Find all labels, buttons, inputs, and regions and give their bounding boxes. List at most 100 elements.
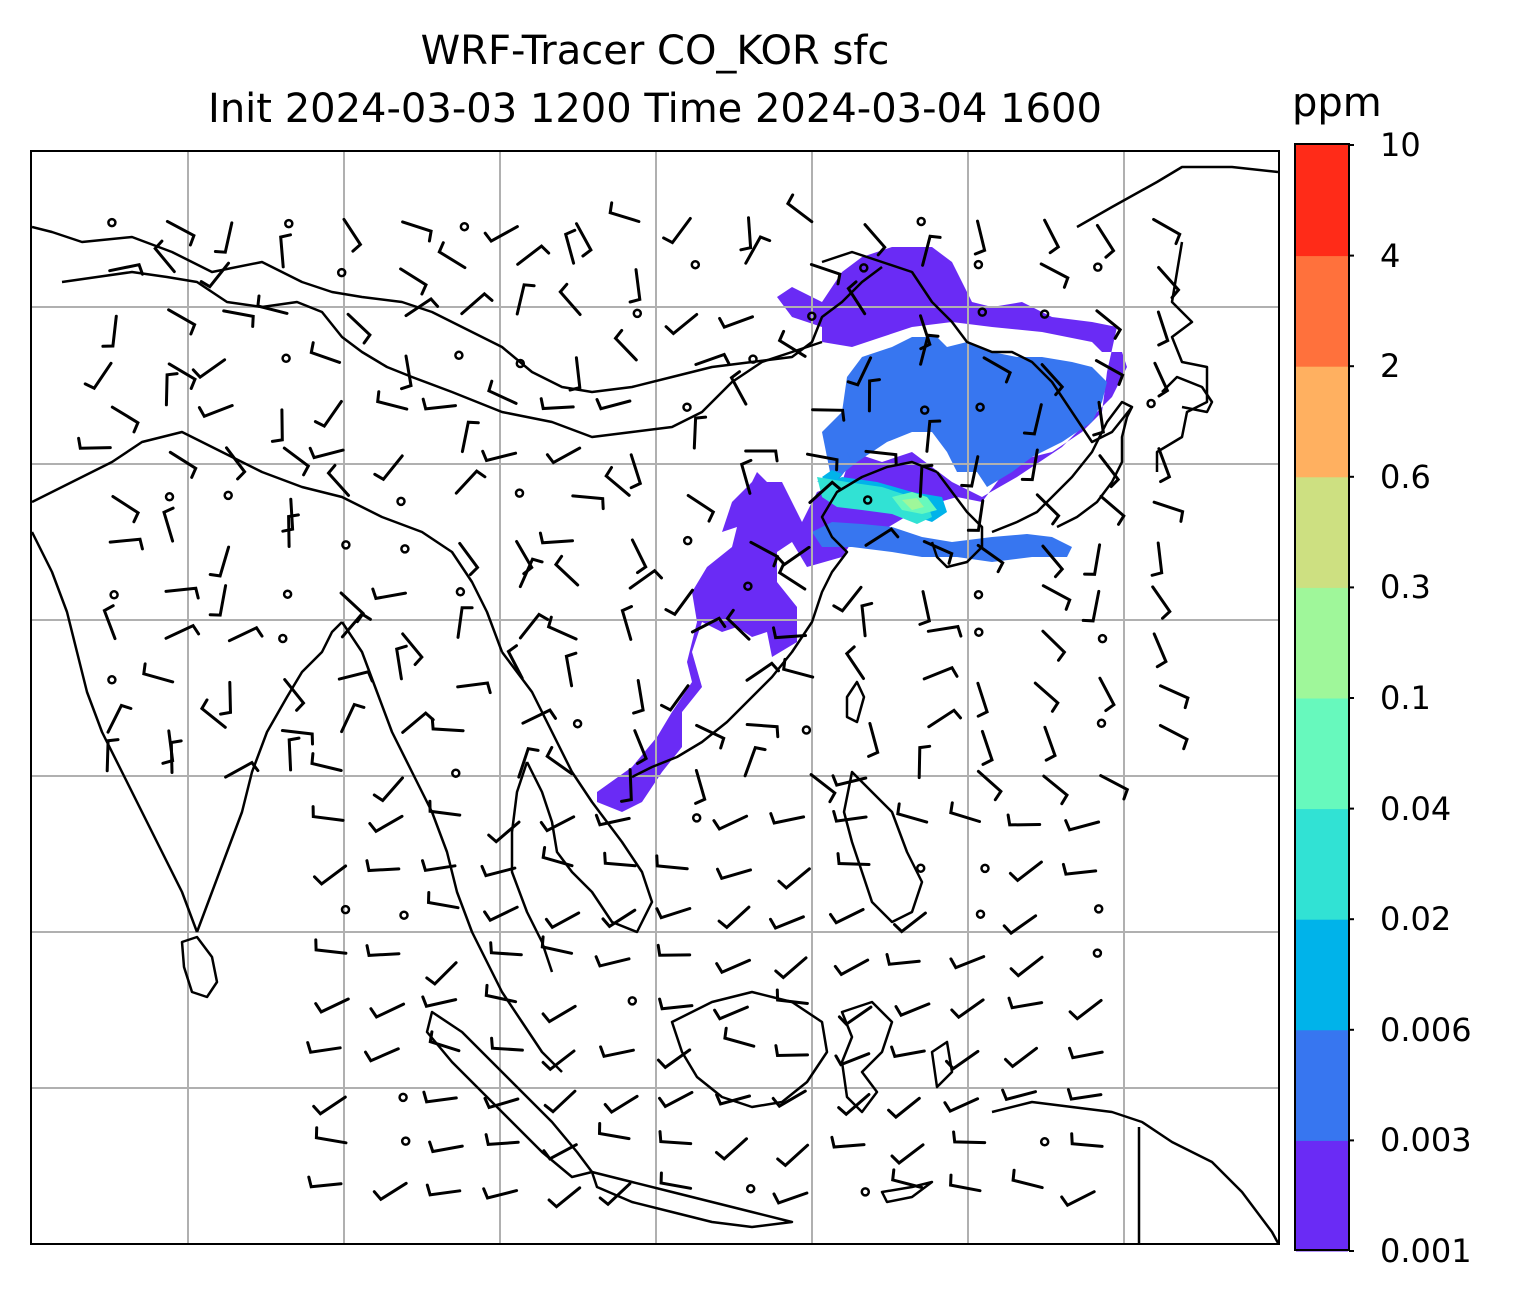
wind-barb xyxy=(101,314,118,348)
wind-barb xyxy=(976,681,989,718)
wind-barb xyxy=(401,220,433,243)
wind-barb xyxy=(744,449,779,463)
calm-wind-circle xyxy=(284,218,294,229)
wind-barb xyxy=(620,605,633,641)
wind-barb xyxy=(594,813,631,827)
calm-wind-circle xyxy=(398,1092,408,1103)
wind-barb xyxy=(307,1175,343,1189)
wind-barb xyxy=(921,234,942,267)
wind-barb xyxy=(483,225,519,244)
border-mongolia-china xyxy=(61,270,823,439)
wind-barb xyxy=(686,494,716,523)
wind-barb xyxy=(633,729,648,765)
wind-barb xyxy=(926,624,963,638)
calm-wind-circle xyxy=(1096,718,1107,729)
wind-barb xyxy=(460,420,480,454)
calm-wind-circle xyxy=(1039,1137,1050,1147)
wind-barb xyxy=(541,1004,577,1024)
coastline-philippines xyxy=(842,770,924,924)
colorbar-tick-label: 0.6 xyxy=(1380,457,1431,496)
calm-wind-circle xyxy=(745,1183,756,1194)
wind-barb xyxy=(1039,262,1070,289)
wind-barb xyxy=(980,729,994,766)
wind-barb xyxy=(460,291,494,316)
coastline-sulawesi xyxy=(840,1000,894,1114)
wind-barb xyxy=(311,805,345,822)
wind-barb xyxy=(437,241,467,270)
wind-barb xyxy=(950,998,985,1020)
tracer-shading-band-0.02 xyxy=(817,477,932,524)
wind-barb xyxy=(863,223,887,257)
wind-barb xyxy=(372,776,404,803)
wind-barb xyxy=(601,908,637,929)
wind-barb xyxy=(896,802,929,824)
map-panel xyxy=(30,150,1280,1245)
wind-barb xyxy=(518,612,550,640)
wind-barb xyxy=(372,1181,408,1202)
wind-barb xyxy=(664,313,699,336)
calm-wind-circle xyxy=(281,353,291,364)
wind-barb xyxy=(164,586,200,600)
wind-barb xyxy=(943,1097,980,1114)
wind-barb xyxy=(776,1143,810,1168)
calm-wind-circle xyxy=(916,216,926,227)
wind-barb xyxy=(224,760,260,779)
wind-barb xyxy=(1092,400,1105,437)
colorbar-units: ppm xyxy=(1292,80,1382,126)
wind-barb xyxy=(777,562,807,591)
wind-barb xyxy=(772,626,807,640)
wind-barb xyxy=(197,404,234,419)
wind-barb xyxy=(860,601,874,638)
coastline-india-east xyxy=(195,621,343,933)
wind-barb xyxy=(563,228,577,265)
wind-barb xyxy=(553,554,580,587)
calm-wind-circle xyxy=(514,488,525,498)
wind-barb xyxy=(428,1140,464,1154)
wind-barb xyxy=(655,907,692,920)
wind-barb xyxy=(729,370,748,406)
wind-barb xyxy=(716,867,752,881)
colorbar-segment xyxy=(1296,366,1348,478)
wind-barb xyxy=(1040,363,1065,397)
calm-wind-circle xyxy=(632,308,643,319)
coastline-java xyxy=(590,1170,794,1229)
wind-barb xyxy=(111,495,141,524)
wind-barb xyxy=(694,769,707,805)
wind-barb xyxy=(922,540,954,565)
wind-barb xyxy=(219,680,233,716)
wind-barb xyxy=(545,446,582,465)
wind-barb xyxy=(603,1094,639,1115)
wind-barb xyxy=(208,584,228,617)
wind-barb xyxy=(660,684,690,712)
wind-barb xyxy=(314,938,348,955)
calm-wind-circle xyxy=(915,863,926,873)
wind-barb xyxy=(1008,860,1043,883)
colorbar-tick-label: 2 xyxy=(1380,347,1401,386)
wind-barb xyxy=(306,1041,342,1054)
coastline-china-east xyxy=(631,460,938,779)
calm-wind-circle xyxy=(282,589,293,599)
wind-barb xyxy=(422,1090,458,1104)
coastline-borneo xyxy=(670,990,829,1109)
wind-barb xyxy=(400,354,413,391)
wind-barb xyxy=(774,956,808,980)
tracer-shading-band-0.003-north xyxy=(817,452,852,482)
wind-barb xyxy=(547,1186,582,1209)
wind-barb xyxy=(833,958,870,977)
wind-barb xyxy=(949,955,986,970)
wind-barb xyxy=(717,905,751,930)
calm-wind-circle xyxy=(690,259,701,270)
wind-barb xyxy=(604,466,631,497)
wind-barb xyxy=(77,436,112,450)
wind-barb xyxy=(659,1171,693,1190)
colorbar-tick-label: 0.003 xyxy=(1380,1121,1472,1160)
calm-wind-circle xyxy=(454,350,464,361)
wind-barb xyxy=(541,1049,576,1072)
wind-barbs xyxy=(77,193,1190,1209)
coastline-timor xyxy=(880,1180,934,1204)
wind-barb xyxy=(837,1093,871,1117)
wind-barb xyxy=(809,773,837,804)
wind-barb xyxy=(846,356,873,387)
wind-barb xyxy=(1004,1046,1038,1069)
wind-barb xyxy=(483,1096,520,1110)
